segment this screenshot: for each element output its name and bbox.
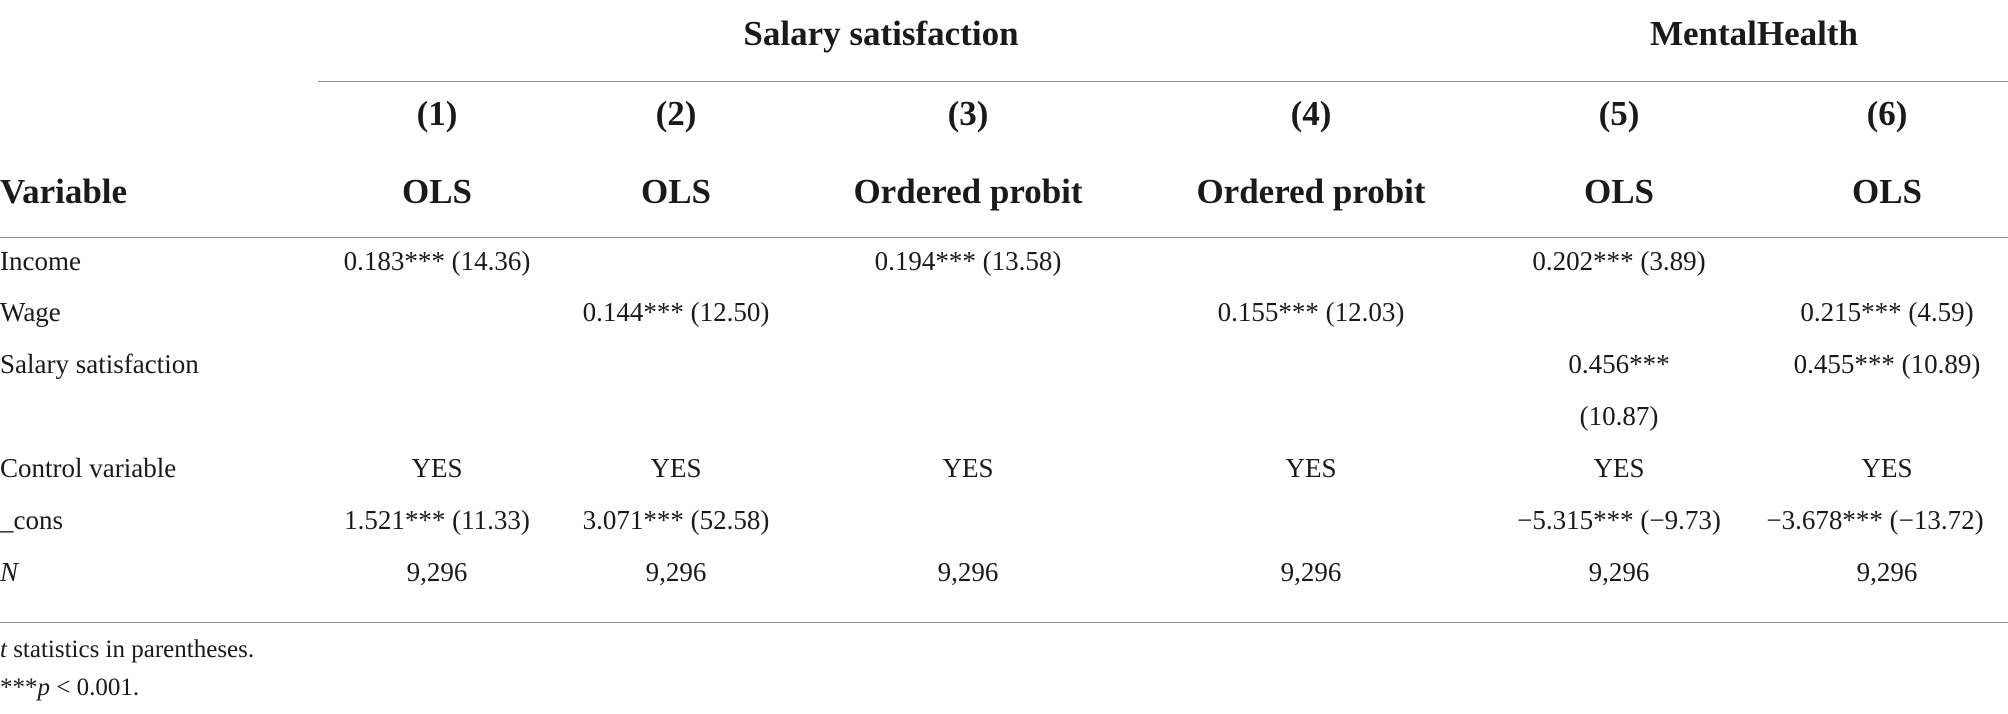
column-method-6: OLS <box>1851 172 1923 211</box>
table-cell: 0.456*** <box>1568 349 1670 379</box>
note-p-text: < 0.001. <box>50 674 140 701</box>
table-cell: 9,296 <box>406 557 468 587</box>
group-header-rule <box>318 81 2008 82</box>
column-number-2: (2) <box>655 94 697 133</box>
header-rule <box>0 237 2008 238</box>
table-cell: 9,296 <box>937 557 999 587</box>
table-cell: 1.521*** (11.33) <box>344 505 530 535</box>
table-note-significance: ***p < 0.001. <box>0 674 139 702</box>
table-cell: −3.678*** (−13.72) <box>1766 505 1984 535</box>
column-method-5: OLS <box>1583 172 1655 211</box>
bottom-rule <box>0 622 2008 623</box>
row-label-wage: Wage <box>0 297 61 327</box>
column-method-2: OLS <box>640 172 712 211</box>
column-number-6: (6) <box>1866 94 1908 133</box>
table-cell-continuation: (10.87) <box>1579 401 1659 431</box>
column-number-4: (4) <box>1290 94 1332 133</box>
variable-column-header: Variable <box>0 172 128 211</box>
table-note-t-statistics: t statistics in parentheses. <box>0 636 254 664</box>
table-cell: 3.071*** (52.58) <box>582 505 770 535</box>
table-cell: YES <box>650 453 702 483</box>
note-t-symbol: t <box>0 636 7 663</box>
table-cell: 0.144*** (12.50) <box>582 297 770 327</box>
table-cell: 0.202*** (3.89) <box>1532 246 1706 276</box>
table-cell: 9,296 <box>1280 557 1342 587</box>
table-cell: 0.455*** (10.89) <box>1793 349 1981 379</box>
table-cell: 9,296 <box>1856 557 1918 587</box>
row-label-control-variable: Control variable <box>0 453 177 483</box>
row-label-income: Income <box>0 246 81 276</box>
table-cell: YES <box>1861 453 1913 483</box>
note-stars: *** <box>0 674 38 701</box>
note-t-text: statistics in parentheses. <box>6 636 255 663</box>
row-label-cons: _cons <box>0 505 63 535</box>
table-cell: −5.315*** (−9.73) <box>1517 505 1721 535</box>
table-cell: 0.183*** (14.36) <box>343 246 531 276</box>
table-cell: 0.194*** (13.58) <box>874 246 1062 276</box>
row-label-n: N <box>0 557 19 587</box>
group-header-salary-satisfaction: Salary satisfaction <box>743 14 1019 53</box>
row-label-salary-satisfaction: Salary satisfaction <box>0 349 199 379</box>
column-number-1: (1) <box>416 94 458 133</box>
note-p-symbol: p <box>37 674 51 701</box>
table-cell: YES <box>942 453 994 483</box>
column-method-3: Ordered probit <box>853 172 1083 211</box>
column-method-4: Ordered probit <box>1196 172 1426 211</box>
group-header-mental-health: MentalHealth <box>1649 14 1859 53</box>
column-number-5: (5) <box>1598 94 1640 133</box>
table-cell: YES <box>411 453 463 483</box>
table-cell: 9,296 <box>645 557 707 587</box>
table-cell: YES <box>1285 453 1337 483</box>
table-cell: 9,296 <box>1588 557 1650 587</box>
table-cell: 0.215*** (4.59) <box>1800 297 1974 327</box>
table-cell: 0.155*** (12.03) <box>1217 297 1405 327</box>
column-method-1: OLS <box>401 172 473 211</box>
column-number-3: (3) <box>947 94 989 133</box>
table-cell: YES <box>1593 453 1645 483</box>
